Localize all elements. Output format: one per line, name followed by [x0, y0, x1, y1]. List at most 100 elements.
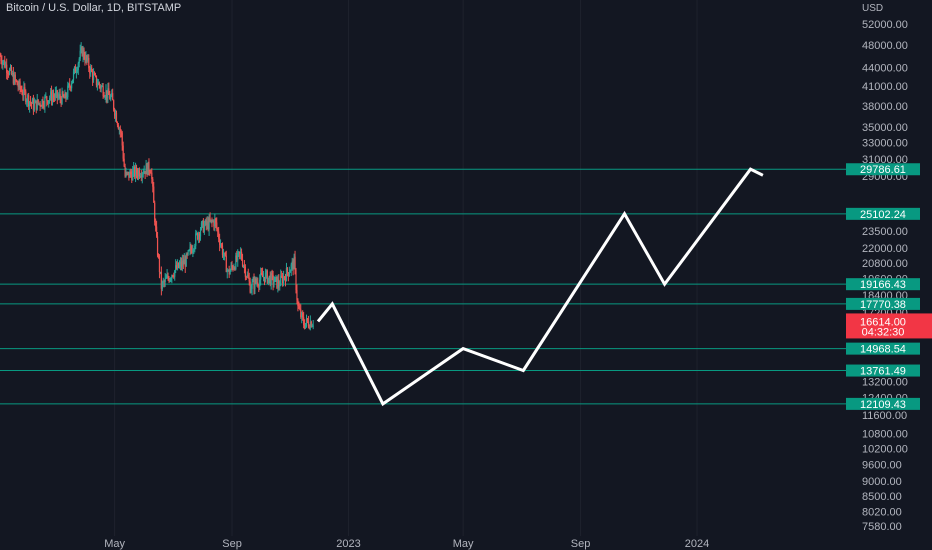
- candle-body: [121, 132, 123, 146]
- candle-body: [216, 222, 218, 229]
- candle-body: [29, 101, 32, 103]
- candle-body: [246, 274, 248, 277]
- candle-body: [269, 275, 271, 285]
- candle-body: [25, 91, 27, 103]
- candle-body: [126, 172, 128, 174]
- candle-body: [147, 161, 149, 175]
- candle-body: [286, 268, 289, 273]
- candle-body: [103, 95, 105, 97]
- level-price-badge: [846, 342, 920, 355]
- candle-body: [171, 275, 173, 279]
- candle-body: [170, 278, 172, 280]
- candle-body: [249, 281, 251, 293]
- candle-body: [22, 94, 24, 96]
- level-price-badge: [846, 207, 920, 220]
- candle-body: [64, 93, 66, 99]
- candle-body: [212, 221, 214, 223]
- candle-body: [101, 86, 103, 88]
- candle-body: [160, 271, 162, 289]
- time-tick-label: May: [453, 538, 474, 550]
- candle-body: [130, 171, 132, 175]
- candle-body: [84, 57, 86, 62]
- candle-body: [129, 171, 131, 178]
- candle-body: [225, 255, 227, 273]
- candle-body: [186, 254, 188, 256]
- candle-body: [258, 285, 260, 287]
- time-axis[interactable]: May Sep 2023 May Sep 2024: [104, 538, 709, 550]
- chart-title: Bitcoin / U.S. Dollar, 1D, BITSTAMP: [6, 2, 182, 14]
- candle-body: [74, 66, 77, 73]
- candle-body: [149, 171, 151, 173]
- candle-body: [177, 262, 180, 268]
- candle-body: [256, 282, 258, 284]
- price-axis[interactable]: USD 52000.00 48000.00 44000.00 41000.00 3800…: [862, 3, 908, 533]
- candle-body: [195, 233, 197, 246]
- candle-body: [235, 255, 237, 270]
- candle-body: [251, 281, 253, 289]
- candle-body: [5, 64, 7, 68]
- candle-body: [204, 220, 206, 225]
- candle-body: [174, 270, 176, 277]
- candle-body: [310, 321, 312, 327]
- candle-body: [46, 96, 48, 101]
- candle-body: [309, 321, 311, 329]
- candle-body: [282, 276, 284, 284]
- candle-body: [108, 88, 110, 95]
- candle-body: [75, 71, 77, 73]
- candle-body: [214, 218, 216, 227]
- candle-body: [141, 173, 143, 178]
- candle-body: [211, 219, 213, 222]
- candle-body: [275, 276, 277, 278]
- candle-body: [31, 99, 34, 104]
- projection-line[interactable]: [316, 167, 764, 407]
- price-tick-label: 38000.00: [862, 101, 908, 113]
- candle-body: [3, 60, 5, 62]
- level-price-badge: [846, 163, 920, 176]
- candle-body: [184, 259, 186, 267]
- candle-body: [6, 64, 8, 73]
- candle-body: [280, 275, 282, 286]
- candle-body: [215, 218, 217, 223]
- candle-body: [20, 88, 22, 91]
- candle-body: [136, 173, 139, 177]
- candle-body: [261, 272, 263, 274]
- candle-body: [154, 202, 156, 223]
- candle-body: [60, 98, 62, 104]
- candle-body: [201, 220, 204, 223]
- candle-body: [85, 55, 87, 62]
- projection-path[interactable]: [316, 167, 764, 407]
- candle-body: [164, 278, 166, 283]
- candle-body: [28, 95, 30, 107]
- candle-body: [36, 99, 38, 110]
- candle-body: [117, 125, 120, 130]
- candle-body: [7, 72, 9, 74]
- price-tick-label: 11600.00: [862, 410, 907, 422]
- candle-body: [181, 260, 183, 267]
- candle-body: [172, 275, 174, 277]
- candle-body: [163, 281, 165, 283]
- candle-body: [247, 274, 249, 279]
- candle-body: [292, 261, 294, 270]
- candle-body: [290, 264, 292, 271]
- horizontal-levels[interactable]: [0, 168, 846, 405]
- candle-body: [156, 236, 159, 256]
- candle-body: [116, 122, 119, 126]
- candle-body: [122, 145, 124, 159]
- candle-body: [207, 221, 209, 230]
- candle-body: [67, 85, 69, 98]
- candle-body: [228, 269, 230, 275]
- candle-body: [41, 99, 43, 107]
- candle-body: [253, 279, 255, 289]
- price-tick-label: 8020.00: [862, 506, 902, 518]
- candle-body: [87, 57, 89, 61]
- candle-body: [193, 249, 195, 251]
- candle-body: [142, 173, 144, 175]
- candle-body: [180, 261, 183, 267]
- candle-body: [127, 171, 129, 173]
- candle-body: [188, 249, 190, 251]
- candle-body: [302, 312, 304, 318]
- candle-body: [177, 262, 179, 269]
- candle-body: [42, 99, 44, 106]
- candle-body: [217, 228, 219, 232]
